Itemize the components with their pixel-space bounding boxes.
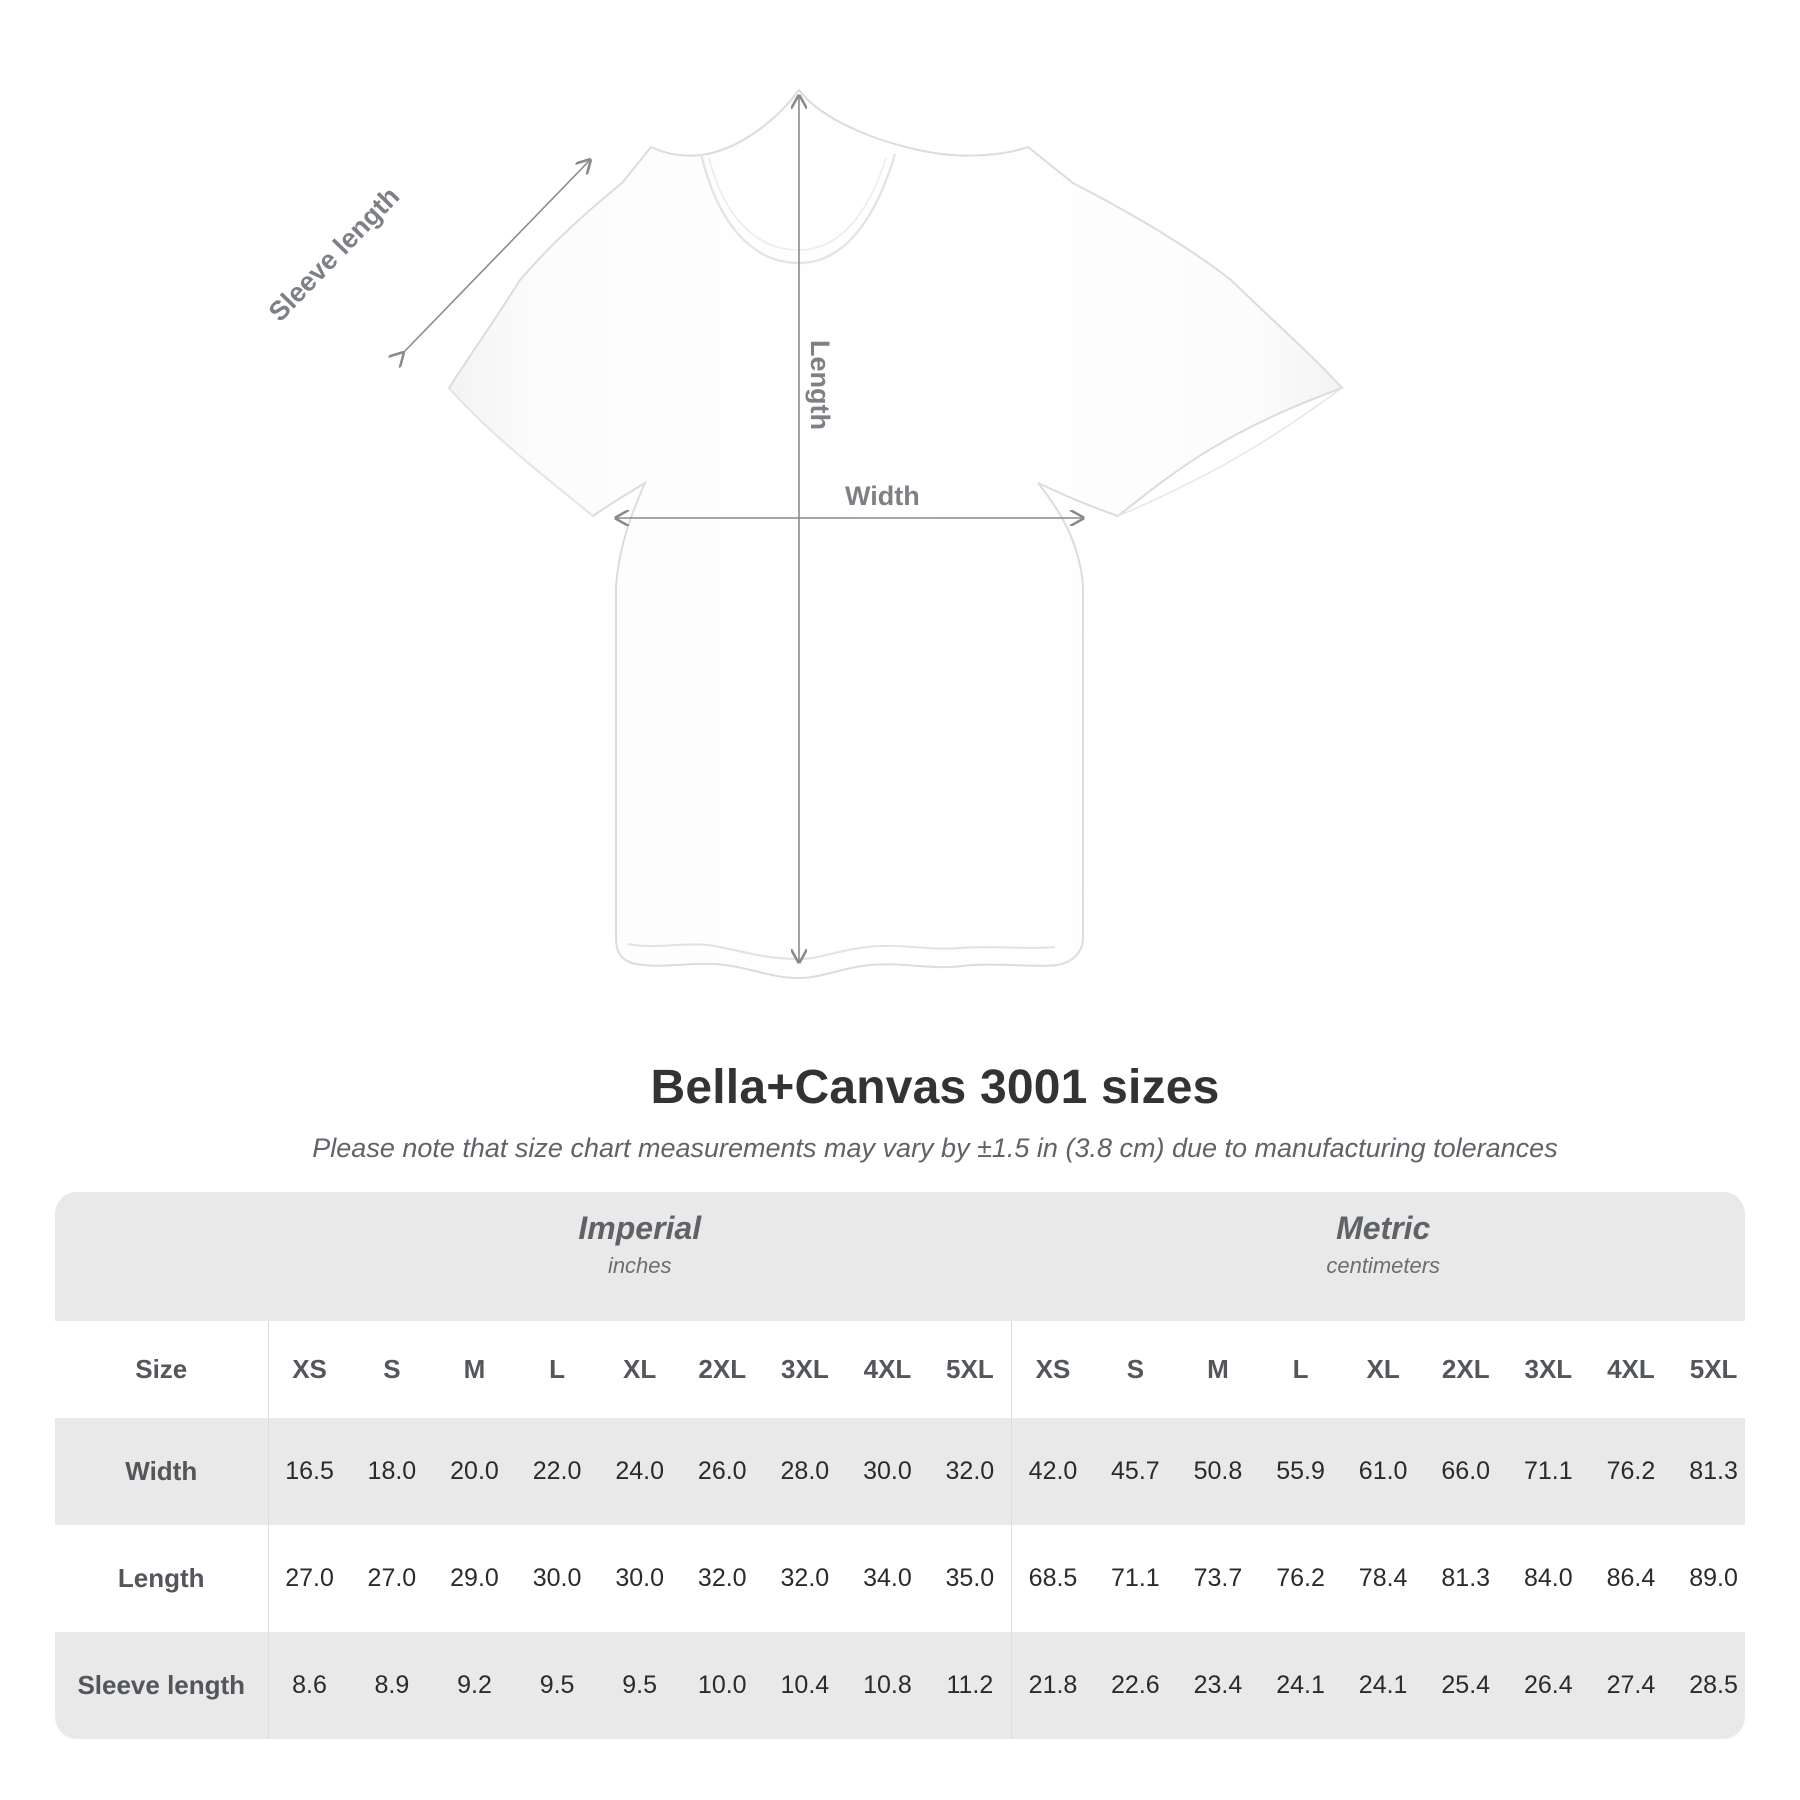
svg-text:Sleeve length: Sleeve length xyxy=(263,181,406,327)
svg-text:Length: Length xyxy=(805,340,835,430)
svg-text:Width: Width xyxy=(845,481,920,511)
